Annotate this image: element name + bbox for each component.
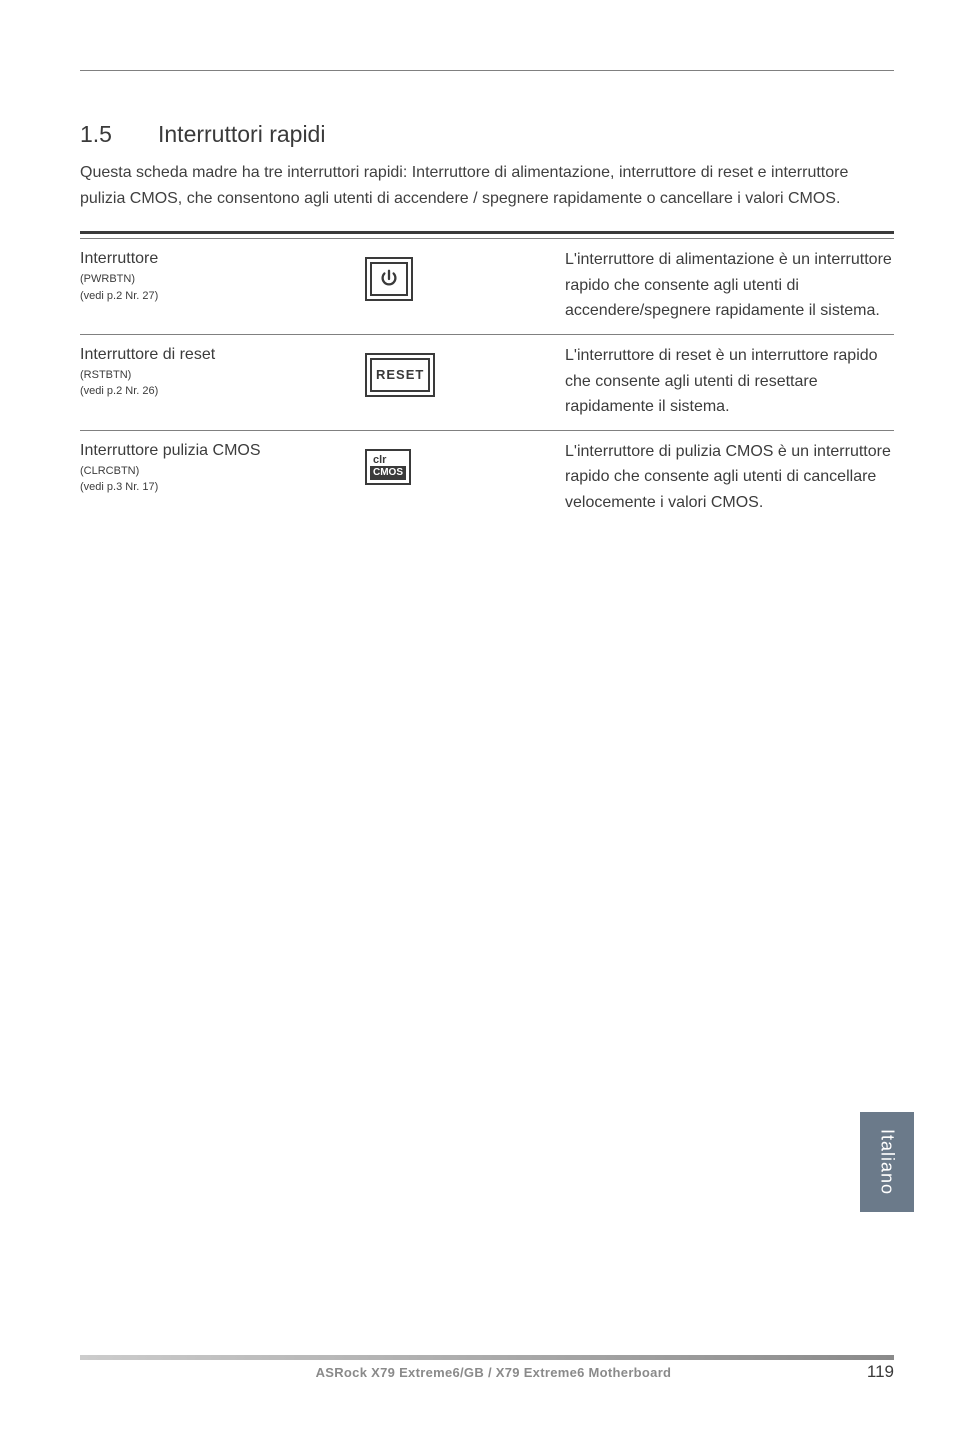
switch-row-power: Interruttore (PWRBTN) (vedi p.2 Nr. 27) … bbox=[80, 238, 894, 334]
cmos-top-label: clr bbox=[370, 454, 406, 466]
switch-row-cmos: Interruttore pulizia CMOS (CLRCBTN) (ved… bbox=[80, 430, 894, 526]
row-title: Interruttore pulizia CMOS bbox=[80, 439, 365, 463]
language-tab-label: Italiano bbox=[877, 1129, 898, 1195]
cmos-stack: clr CMOS bbox=[370, 454, 406, 480]
power-icon bbox=[378, 268, 400, 290]
row-sub2: (vedi p.2 Nr. 26) bbox=[80, 383, 365, 400]
power-icon-inner bbox=[370, 262, 408, 296]
thick-rule bbox=[80, 231, 894, 234]
heading-title: Interruttori rapidi bbox=[158, 121, 325, 147]
section-heading: 1.5Interruttori rapidi bbox=[80, 121, 894, 148]
heading-number: 1.5 bbox=[80, 121, 158, 148]
row-left: Interruttore di reset (RSTBTN) (vedi p.2… bbox=[80, 343, 365, 420]
cmos-bot-label: CMOS bbox=[370, 466, 406, 480]
reset-button-icon: RESET bbox=[365, 353, 435, 397]
footer-text: ASRock X79 Extreme6/GB / X79 Extreme6 Mo… bbox=[120, 1365, 867, 1380]
power-button-icon bbox=[365, 257, 413, 301]
footer-rule bbox=[80, 1355, 894, 1360]
intro-paragraph: Questa scheda madre ha tre interruttori … bbox=[80, 160, 894, 211]
row-left: Interruttore (PWRBTN) (vedi p.2 Nr. 27) bbox=[80, 247, 365, 324]
top-rule bbox=[80, 70, 894, 71]
row-title: Interruttore di reset bbox=[80, 343, 365, 367]
switch-row-reset: Interruttore di reset (RSTBTN) (vedi p.2… bbox=[80, 334, 894, 430]
row-sub1: (RSTBTN) bbox=[80, 367, 365, 384]
language-tab: Italiano bbox=[860, 1112, 914, 1212]
row-title: Interruttore bbox=[80, 247, 365, 271]
cmos-button-icon: clr CMOS bbox=[365, 449, 411, 485]
row-left: Interruttore pulizia CMOS (CLRCBTN) (ved… bbox=[80, 439, 365, 516]
row-icon-cell: RESET bbox=[365, 343, 565, 420]
row-sub1: (CLRCBTN) bbox=[80, 463, 365, 480]
page-number: 119 bbox=[867, 1362, 894, 1382]
reset-label: RESET bbox=[370, 358, 430, 392]
row-desc: L'interruttore di reset è un interruttor… bbox=[565, 343, 894, 420]
row-icon-cell bbox=[365, 247, 565, 324]
row-desc: L'interruttore di alimentazione è un int… bbox=[565, 247, 894, 324]
row-sub2: (vedi p.3 Nr. 17) bbox=[80, 479, 365, 496]
row-icon-cell: clr CMOS bbox=[365, 439, 565, 516]
row-sub1: (PWRBTN) bbox=[80, 271, 365, 288]
row-desc: L'interruttore di pulizia CMOS è un inte… bbox=[565, 439, 894, 516]
footer: ASRock X79 Extreme6/GB / X79 Extreme6 Mo… bbox=[80, 1355, 894, 1382]
row-sub2: (vedi p.2 Nr. 27) bbox=[80, 288, 365, 305]
footer-line: ASRock X79 Extreme6/GB / X79 Extreme6 Mo… bbox=[80, 1362, 894, 1382]
